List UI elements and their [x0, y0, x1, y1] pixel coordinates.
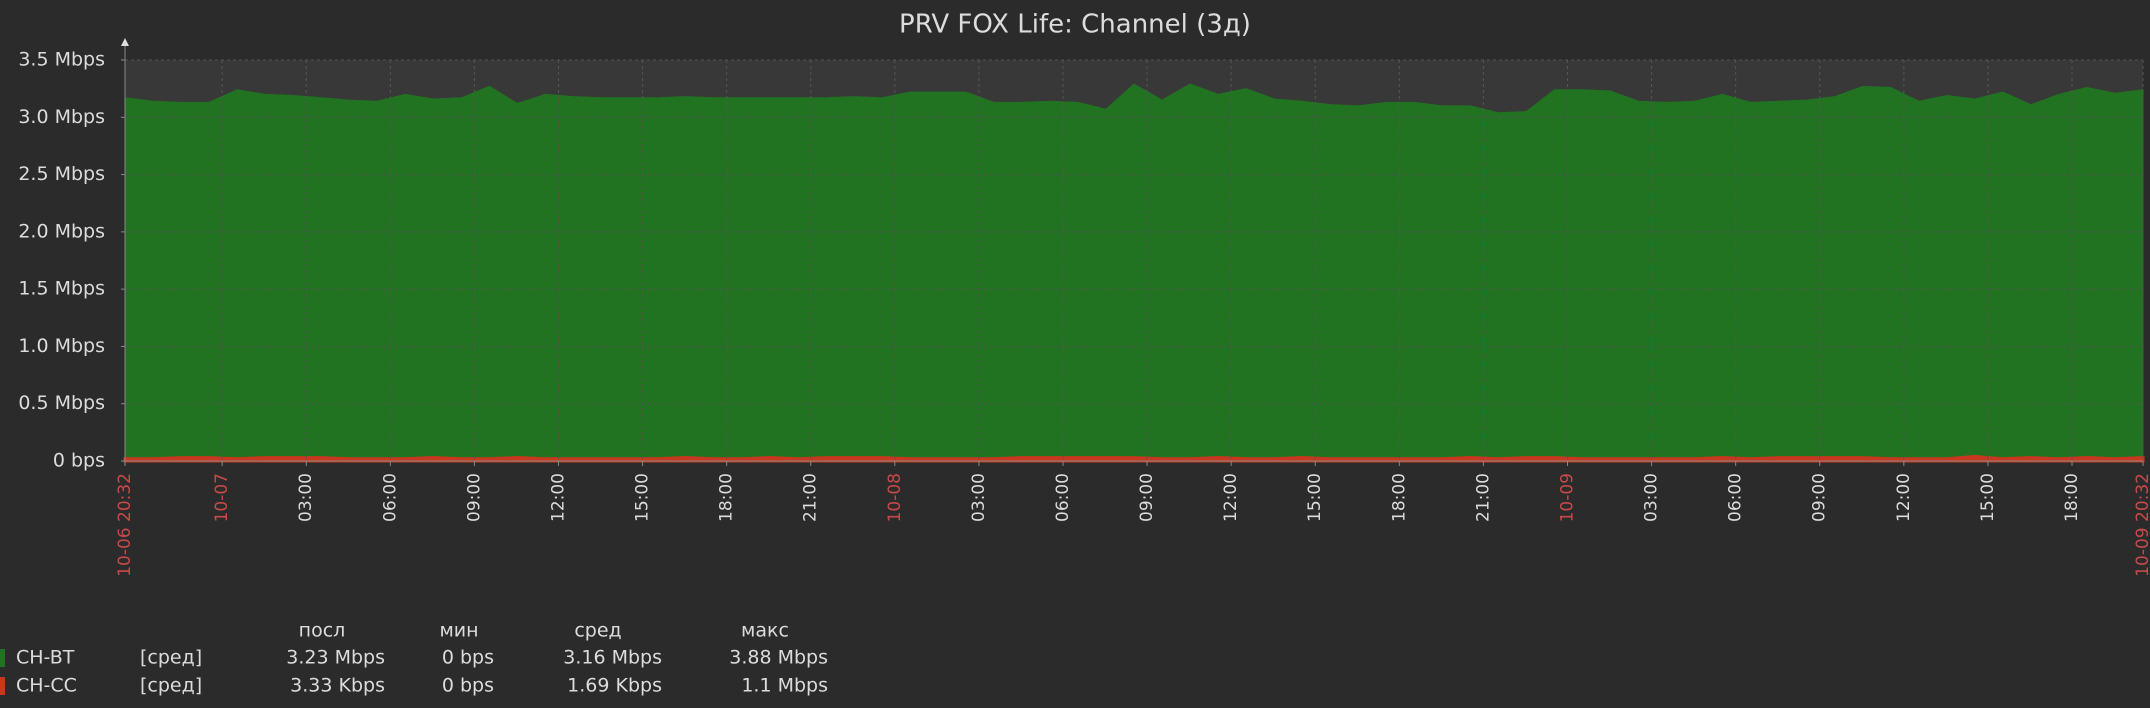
legend-stat: 1.69 Kbps	[567, 675, 662, 697]
y-tick-label: 1.5 Mbps	[18, 278, 105, 300]
x-tick-label: 03:00	[969, 473, 989, 522]
legend-stat: 3.33 Kbps	[290, 675, 385, 697]
legend-stat: 0 bps	[442, 647, 494, 669]
x-tick-label: 06:00	[380, 473, 400, 522]
legend-stat: 3.88 Mbps	[729, 647, 828, 669]
legend-name: CH-CC	[16, 675, 77, 697]
legend-column-header: посл	[299, 620, 346, 642]
y-tick-label: 3.5 Mbps	[18, 49, 105, 71]
x-tick-label: 18:00	[1389, 473, 1409, 522]
x-tick-label: 10-08	[885, 473, 905, 522]
x-tick-label: 18:00	[2062, 473, 2082, 522]
x-tick-label: 09:00	[1810, 473, 1830, 522]
x-tick-label: 03:00	[1642, 473, 1662, 522]
legend-column-header: сред	[574, 620, 621, 642]
y-tick-label: 1.0 Mbps	[18, 335, 105, 357]
x-tick-label: 06:00	[1726, 473, 1746, 522]
x-tick-label: 10-06 20:32	[115, 473, 135, 577]
y-tick-label: 3.0 Mbps	[18, 106, 105, 128]
y-tick-label: 0 bps	[53, 450, 105, 472]
legend-swatch	[0, 649, 5, 667]
x-tick-label: 03:00	[296, 473, 316, 522]
x-tick-label: 12:00	[1894, 473, 1914, 522]
y-axis-arrow	[121, 38, 129, 46]
y-tick-label: 2.5 Mbps	[18, 163, 105, 185]
x-tick-label: 18:00	[717, 473, 737, 522]
x-tick-label: 21:00	[1473, 473, 1493, 522]
series-area	[123, 454, 2145, 463]
series-area	[124, 83, 2144, 462]
x-tick-label: 06:00	[1053, 473, 1073, 522]
x-tick-label: 12:00	[1221, 473, 1241, 522]
x-tick-label: 12:00	[548, 473, 568, 522]
legend-stat: 3.23 Mbps	[286, 647, 385, 669]
legend-stat: 0 bps	[442, 675, 494, 697]
x-tick-label: 09:00	[464, 473, 484, 522]
legend-name: CH-BT	[16, 647, 75, 669]
x-tick-label: 21:00	[801, 473, 821, 522]
y-tick-label: 0.5 Mbps	[18, 392, 105, 414]
x-tick-label: 15:00	[1305, 473, 1325, 522]
legend-stat: 1.1 Mbps	[741, 675, 828, 697]
x-tick-label: 10-07	[212, 473, 232, 522]
x-tick-label: 09:00	[1137, 473, 1157, 522]
legend-column-header: мин	[439, 620, 478, 642]
x-tick-label: 15:00	[633, 473, 653, 522]
legend-column-header: макс	[741, 620, 789, 642]
legend-function: [сред]	[140, 675, 202, 697]
legend-stat: 3.16 Mbps	[563, 647, 662, 669]
x-tick-label: 10-09 20:32	[2133, 473, 2150, 577]
x-tick-label: 15:00	[1978, 473, 1998, 522]
chart-title: PRV FOX Life: Channel (3д)	[899, 10, 1251, 40]
legend-swatch	[0, 677, 5, 695]
legend-function: [сред]	[140, 647, 202, 669]
y-tick-label: 2.0 Mbps	[18, 220, 105, 242]
x-tick-label: 10-09	[1557, 473, 1577, 522]
